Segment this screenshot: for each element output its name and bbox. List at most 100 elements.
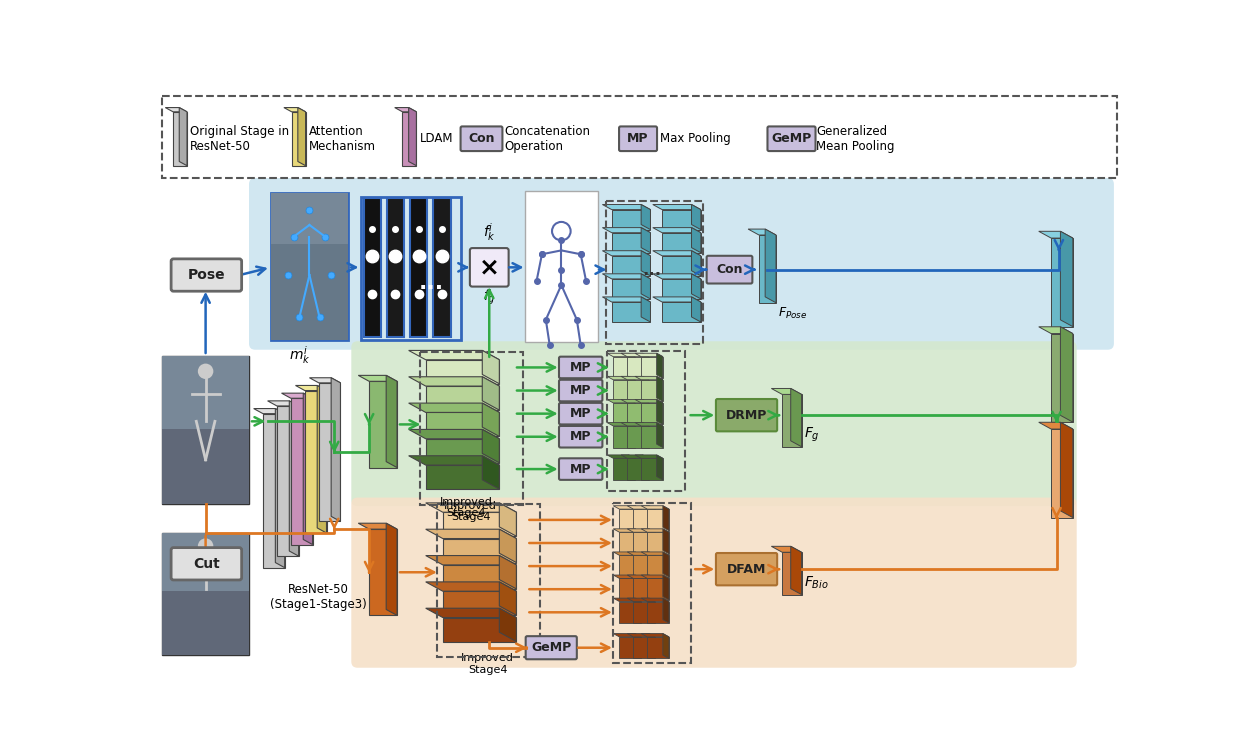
Polygon shape: [369, 529, 397, 615]
Polygon shape: [771, 546, 801, 552]
Polygon shape: [648, 578, 669, 600]
Polygon shape: [628, 356, 649, 378]
Polygon shape: [612, 279, 650, 299]
Polygon shape: [603, 274, 650, 279]
Polygon shape: [634, 555, 655, 577]
Polygon shape: [613, 380, 635, 402]
Polygon shape: [635, 506, 641, 531]
FancyBboxPatch shape: [706, 256, 753, 284]
Polygon shape: [408, 429, 499, 438]
Polygon shape: [641, 426, 663, 447]
Polygon shape: [253, 408, 285, 414]
Polygon shape: [1038, 327, 1073, 334]
Polygon shape: [426, 412, 499, 436]
Polygon shape: [628, 426, 649, 447]
Polygon shape: [782, 552, 801, 595]
Polygon shape: [691, 228, 701, 253]
Polygon shape: [387, 198, 404, 337]
Polygon shape: [1061, 232, 1073, 326]
Polygon shape: [634, 578, 655, 600]
Text: Attention
Mechanism: Attention Mechanism: [308, 125, 376, 153]
Polygon shape: [426, 556, 517, 565]
Text: $F_{Pose}$: $F_{Pose}$: [779, 306, 807, 321]
Polygon shape: [426, 608, 517, 617]
FancyBboxPatch shape: [461, 126, 503, 151]
Polygon shape: [603, 297, 650, 302]
Polygon shape: [641, 356, 663, 378]
Polygon shape: [622, 353, 649, 356]
Polygon shape: [791, 389, 801, 447]
Text: MP: MP: [570, 384, 592, 397]
Polygon shape: [607, 353, 635, 356]
Polygon shape: [628, 403, 649, 424]
Polygon shape: [622, 399, 649, 403]
Text: MP: MP: [570, 407, 592, 420]
Polygon shape: [411, 198, 427, 337]
Text: MP: MP: [570, 462, 592, 475]
FancyBboxPatch shape: [716, 399, 778, 432]
Polygon shape: [613, 356, 635, 378]
Polygon shape: [643, 376, 649, 402]
Polygon shape: [1051, 238, 1073, 326]
Polygon shape: [641, 205, 650, 229]
Polygon shape: [663, 575, 669, 600]
Polygon shape: [628, 529, 655, 532]
FancyBboxPatch shape: [250, 178, 1114, 350]
Polygon shape: [271, 193, 348, 244]
Polygon shape: [634, 602, 655, 623]
Polygon shape: [663, 633, 669, 659]
Polygon shape: [649, 575, 655, 600]
FancyBboxPatch shape: [470, 248, 509, 287]
Text: GeMP: GeMP: [532, 641, 572, 654]
Polygon shape: [426, 529, 517, 538]
Polygon shape: [663, 256, 701, 276]
Polygon shape: [296, 386, 327, 390]
Polygon shape: [622, 455, 649, 458]
Polygon shape: [358, 375, 397, 381]
Polygon shape: [641, 552, 669, 555]
Text: MP: MP: [570, 430, 592, 443]
FancyBboxPatch shape: [351, 498, 1077, 668]
Polygon shape: [386, 375, 397, 468]
Polygon shape: [635, 552, 641, 577]
FancyBboxPatch shape: [716, 553, 778, 585]
Polygon shape: [653, 297, 701, 302]
Polygon shape: [648, 509, 669, 531]
Polygon shape: [691, 205, 701, 229]
Text: ResNet-50
(Stage1-Stage3): ResNet-50 (Stage1-Stage3): [271, 583, 367, 611]
Polygon shape: [643, 399, 649, 424]
Polygon shape: [426, 465, 499, 489]
Text: Improved
Stage4: Improved Stage4: [444, 501, 497, 522]
FancyBboxPatch shape: [271, 193, 348, 341]
Polygon shape: [635, 423, 663, 426]
Text: DFAM: DFAM: [726, 562, 766, 576]
Polygon shape: [641, 529, 669, 532]
Polygon shape: [649, 598, 655, 623]
FancyBboxPatch shape: [768, 126, 815, 151]
Polygon shape: [648, 637, 669, 659]
Polygon shape: [622, 376, 649, 380]
Polygon shape: [656, 376, 663, 402]
Polygon shape: [603, 205, 650, 210]
Text: ...: ...: [643, 261, 661, 279]
Polygon shape: [628, 575, 655, 578]
Polygon shape: [634, 532, 655, 553]
Polygon shape: [629, 423, 635, 447]
Polygon shape: [408, 350, 499, 359]
Polygon shape: [162, 533, 250, 591]
Text: MP: MP: [570, 361, 592, 374]
Polygon shape: [276, 408, 285, 568]
Polygon shape: [641, 380, 663, 402]
Polygon shape: [628, 552, 655, 555]
Polygon shape: [443, 538, 517, 562]
Polygon shape: [369, 381, 397, 468]
Polygon shape: [613, 506, 641, 509]
Polygon shape: [613, 598, 641, 602]
Polygon shape: [635, 455, 663, 458]
Polygon shape: [641, 598, 669, 602]
Polygon shape: [277, 406, 298, 556]
FancyBboxPatch shape: [162, 356, 250, 504]
Text: Generalized
Mean Pooling: Generalized Mean Pooling: [816, 125, 895, 153]
Polygon shape: [162, 591, 250, 655]
Text: Pose: Pose: [187, 268, 225, 282]
